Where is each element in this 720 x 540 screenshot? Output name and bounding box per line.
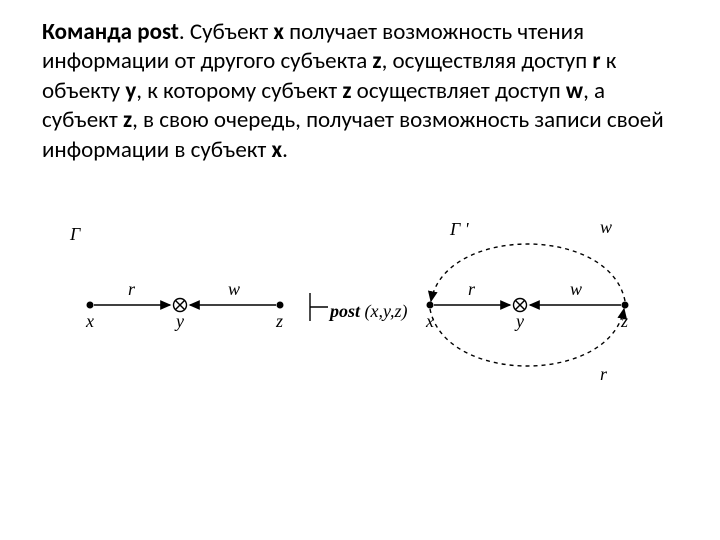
right-dash-w (431, 244, 625, 301)
left-y-node (174, 299, 187, 312)
diagram-svg: Г x y z r w post (x,y,z) Г ' w r x y z r (30, 175, 690, 415)
right-dash-w-label: w (600, 217, 612, 237)
left-z-node (277, 302, 284, 309)
svg-text:post (x,y,z): post (x,y,z) (328, 301, 408, 322)
left-x-label: x (85, 311, 94, 331)
left-w-label: w (228, 279, 240, 299)
left-r-label: r (128, 279, 136, 299)
gamma-prime-label: Г ' (449, 219, 470, 239)
left-y-label: y (174, 311, 184, 331)
gamma-label: Г (69, 224, 81, 244)
description-paragraph: Команда post. Субъект x получает возможн… (0, 0, 720, 175)
right-z-node (622, 302, 629, 309)
right-dash-r (430, 309, 624, 366)
right-y-label: y (514, 311, 524, 331)
cmd-name: Команда post (42, 18, 179, 46)
left-x-node (87, 302, 94, 309)
turnstile: post (x,y,z) (310, 293, 408, 322)
right-r-label: r (468, 279, 476, 299)
right-z-label: z (620, 311, 628, 331)
right-x-node (427, 302, 434, 309)
right-dash-r-label: r (600, 364, 608, 384)
right-y-node (514, 299, 527, 312)
right-x-label: x (425, 311, 434, 331)
right-w-label: w (570, 279, 582, 299)
diagram: Г x y z r w post (x,y,z) Г ' w r x y z r (0, 175, 720, 415)
left-z-label: z (275, 311, 283, 331)
